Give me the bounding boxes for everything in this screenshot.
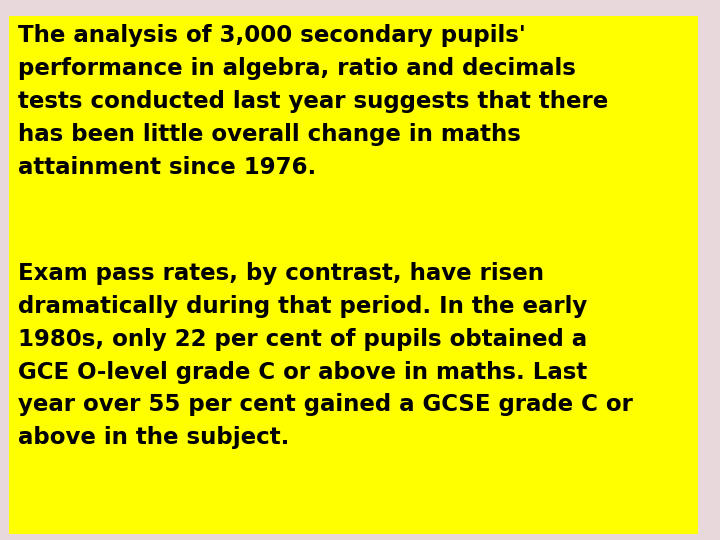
Text: Exam pass rates, by contrast, have risen
dramatically during that period. In the: Exam pass rates, by contrast, have risen… — [18, 262, 633, 449]
FancyBboxPatch shape — [9, 16, 698, 534]
Text: The analysis of 3,000 secondary pupils'
performance in algebra, ratio and decima: The analysis of 3,000 secondary pupils' … — [18, 24, 608, 179]
